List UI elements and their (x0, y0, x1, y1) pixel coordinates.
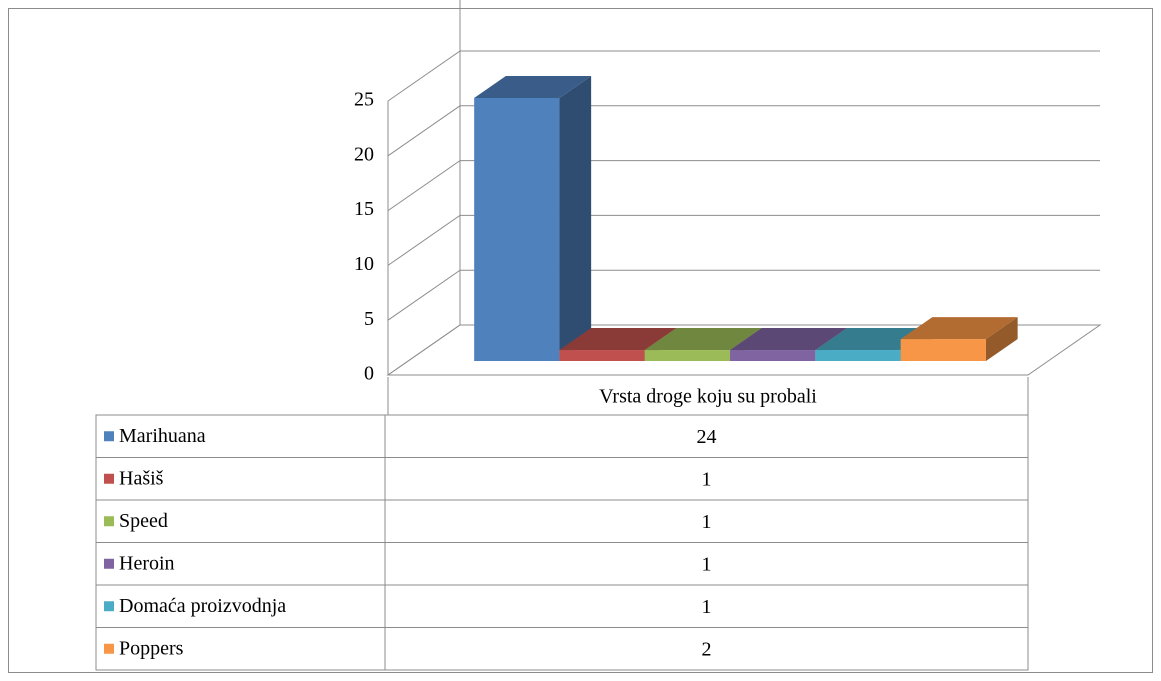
table-value: 1 (702, 596, 712, 618)
bar-top (474, 75, 592, 98)
bar (644, 350, 731, 361)
legend-swatch (104, 643, 114, 654)
table-value: 1 (702, 511, 712, 533)
bar (730, 350, 816, 361)
table-value: 24 (697, 426, 717, 448)
y-tick-label: 0 (364, 363, 374, 385)
bar (474, 97, 560, 362)
bar (900, 339, 986, 361)
legend-label: Marihuana (119, 425, 206, 447)
bar-top (559, 328, 677, 351)
table-row (384, 627, 1029, 671)
legend-swatch (104, 601, 114, 612)
legend-swatch (104, 473, 114, 484)
bar-top (900, 317, 1018, 340)
bar-side (559, 75, 592, 362)
y-tick-label: 10 (354, 253, 374, 275)
legend-label: Speed (119, 510, 168, 532)
bar-top (644, 328, 762, 351)
category-label: Vrsta droge koju su probali (599, 386, 817, 408)
y-tick-label: 15 (354, 198, 374, 220)
bar-side (985, 317, 1018, 361)
legend-swatch (104, 558, 114, 569)
legend-label: Domaća proizvodnja (119, 595, 286, 617)
table-value: 1 (702, 468, 712, 490)
table-value: 2 (702, 638, 712, 660)
y-tick-label: 25 (354, 89, 374, 111)
bar-top (730, 328, 848, 351)
y-tick-label: 20 (354, 143, 374, 165)
bar (559, 350, 645, 361)
y-tick-label: 5 (364, 308, 374, 330)
table-value: 1 (702, 553, 712, 575)
legend-label: Heroin (119, 552, 175, 574)
legend-label: Poppers (119, 637, 184, 659)
legend-swatch (104, 516, 114, 527)
legend-label: Hašiš (119, 467, 164, 489)
legend-swatch (104, 431, 114, 442)
bar (815, 350, 901, 361)
